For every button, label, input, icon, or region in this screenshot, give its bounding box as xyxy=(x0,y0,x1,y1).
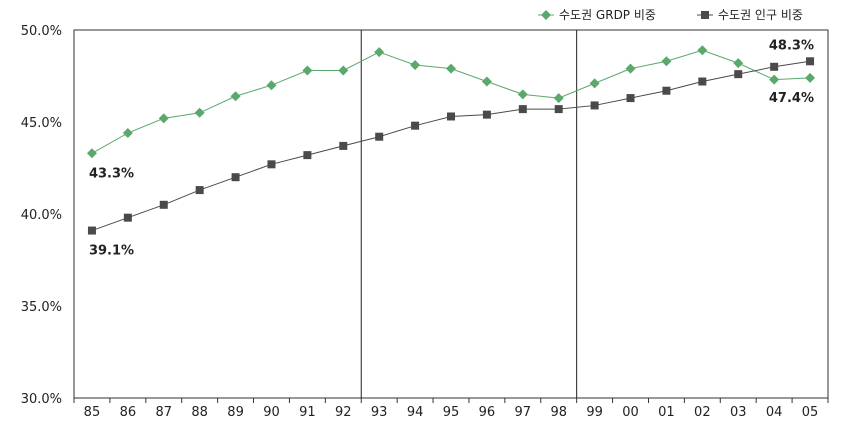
data-point-square xyxy=(375,132,384,141)
data-label: 39.1% xyxy=(89,244,134,259)
data-point-diamond xyxy=(230,91,241,102)
data-point-square xyxy=(590,101,599,110)
data-point-square xyxy=(698,77,707,86)
data-label: 48.3% xyxy=(769,38,814,53)
y-tick-label: 30.0% xyxy=(21,392,62,407)
series-population xyxy=(87,57,815,235)
x-tick-label: 05 xyxy=(802,405,819,420)
data-label: 43.3% xyxy=(89,166,134,181)
x-tick-label: 97 xyxy=(515,405,532,420)
x-tick-label: 88 xyxy=(191,405,208,420)
data-point-diamond xyxy=(374,47,385,58)
data-point-square xyxy=(159,200,168,209)
data-point-square xyxy=(662,86,671,95)
x-tick-label: 94 xyxy=(407,405,424,420)
data-point-square xyxy=(231,173,240,182)
data-point-diamond xyxy=(446,63,456,74)
legend-marker-square xyxy=(701,11,709,19)
data-point-diamond xyxy=(625,63,636,74)
y-tick-label: 50.0% xyxy=(21,24,62,39)
x-axis: 85 86 87 88 89 90 91 92 93 94 95 96 97 98 99 00 01 02 03 04… xyxy=(73,398,829,420)
data-point-diamond xyxy=(553,93,564,104)
x-tick-label: 98 xyxy=(550,405,567,420)
data-label: 47.4% xyxy=(769,91,814,106)
y-tick-label: 45.0% xyxy=(21,116,62,131)
data-point-diamond xyxy=(805,72,816,83)
x-tick-label: 93 xyxy=(371,405,388,420)
x-tick-label: 87 xyxy=(155,405,172,420)
x-tick-label: 85 xyxy=(84,405,101,420)
data-point-diamond xyxy=(194,107,205,118)
x-tick-label: 02 xyxy=(694,405,711,420)
data-point-diamond xyxy=(697,45,708,56)
legend-marker-diamond xyxy=(541,10,551,20)
x-tick-label: 86 xyxy=(120,405,137,420)
y-axis: 50.0% 45.0% 40.0% 35.0% 30.0% xyxy=(21,24,62,407)
plot-frame xyxy=(73,29,829,399)
data-point-square xyxy=(734,70,743,79)
data-point-square xyxy=(626,94,635,103)
data-point-square xyxy=(482,110,491,119)
data-point-square xyxy=(770,62,779,71)
y-tick-label: 40.0% xyxy=(21,208,62,223)
data-point-diamond xyxy=(733,58,744,69)
data-point-diamond xyxy=(410,59,421,70)
annotations: 43.3% 39.1% 48.3% 47.4% xyxy=(89,38,814,258)
data-point-diamond xyxy=(266,80,277,91)
reference-lines xyxy=(360,30,578,398)
data-point-diamond xyxy=(517,89,528,100)
x-tick-label: 99 xyxy=(586,405,603,420)
data-point-square xyxy=(447,112,455,121)
legend: 수도권 GRDP 비중 수도권 인구 비중 xyxy=(538,8,803,22)
legend-label: 수도권 인구 비중 xyxy=(718,8,803,22)
x-tick-label: 96 xyxy=(479,405,496,420)
data-point-square xyxy=(339,141,348,150)
series-line xyxy=(91,60,811,232)
x-tick-label: 03 xyxy=(730,405,747,420)
data-point-diamond xyxy=(86,148,97,159)
x-tick-label: 04 xyxy=(766,405,783,420)
x-tick-label: 95 xyxy=(443,405,460,420)
data-point-square xyxy=(411,121,420,130)
x-tick-label: 01 xyxy=(658,405,675,420)
legend-item-population: 수도권 인구 비중 xyxy=(697,8,803,22)
data-point-diamond xyxy=(589,78,600,89)
y-tick-label: 35.0% xyxy=(21,300,62,315)
series-grdp xyxy=(86,45,816,159)
x-tick-label: 90 xyxy=(263,405,280,420)
data-point-diamond xyxy=(338,65,349,76)
legend-item-grdp: 수도권 GRDP 비중 xyxy=(538,8,656,22)
data-point-square xyxy=(806,57,815,66)
x-tick-label: 91 xyxy=(299,405,316,420)
x-tick-label: 89 xyxy=(227,405,244,420)
data-point-diamond xyxy=(661,56,672,67)
data-point-diamond xyxy=(302,65,313,76)
data-point-diamond xyxy=(158,113,169,124)
series-group xyxy=(86,45,816,235)
legend-label: 수도권 GRDP 비중 xyxy=(559,8,656,22)
data-point-diamond xyxy=(122,128,133,139)
data-point-square xyxy=(267,160,276,169)
x-tick-label: 92 xyxy=(335,405,352,420)
data-point-square xyxy=(87,226,96,235)
data-point-square xyxy=(123,213,132,222)
data-point-square xyxy=(195,186,204,195)
data-point-diamond xyxy=(769,74,780,85)
data-point-diamond xyxy=(481,76,492,87)
x-tick-label: 00 xyxy=(622,405,639,420)
data-point-square xyxy=(554,105,563,114)
data-point-square xyxy=(303,151,312,160)
data-point-square xyxy=(518,105,527,114)
